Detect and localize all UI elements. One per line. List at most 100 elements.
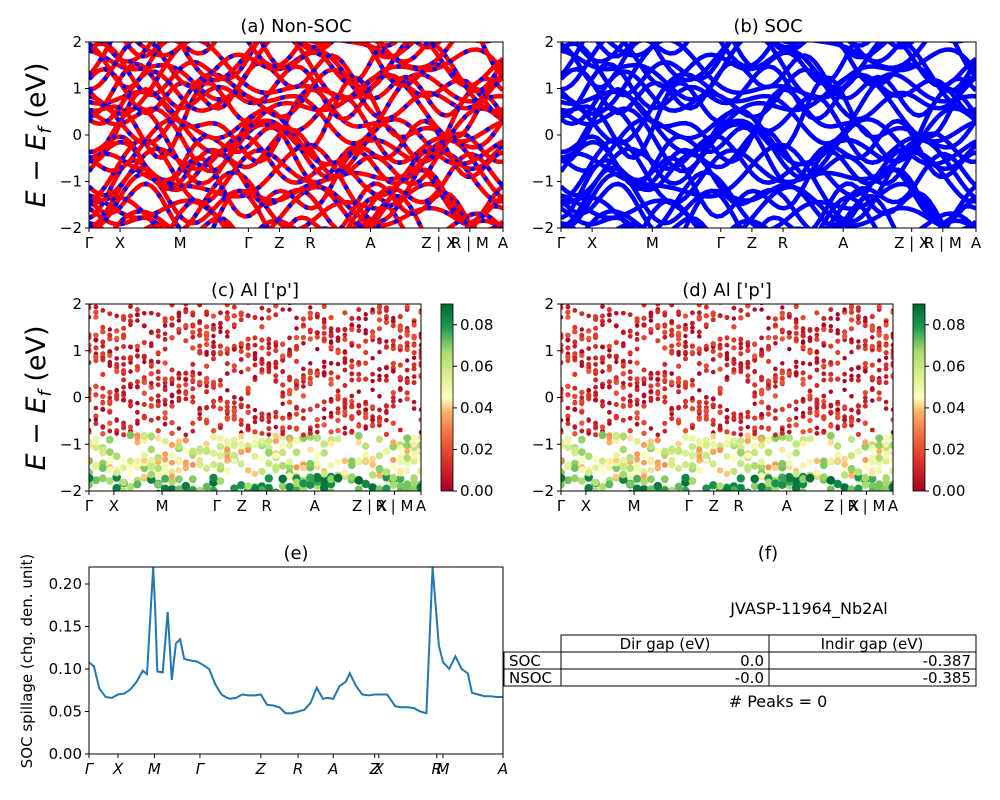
band-point bbox=[626, 464, 634, 473]
band-point bbox=[561, 456, 564, 463]
band-point bbox=[876, 340, 882, 346]
band-point bbox=[148, 310, 154, 316]
band-point bbox=[793, 399, 799, 405]
band-point bbox=[230, 436, 238, 444]
band-point bbox=[107, 277, 112, 282]
band-point bbox=[647, 442, 655, 451]
band-point bbox=[696, 361, 702, 367]
band-point bbox=[779, 446, 786, 453]
band-point bbox=[279, 442, 287, 450]
band-point bbox=[113, 538, 121, 546]
band-point bbox=[634, 387, 640, 393]
band-point bbox=[849, 367, 854, 372]
band-point bbox=[383, 314, 389, 319]
band-point bbox=[327, 488, 335, 491]
band-point bbox=[565, 392, 571, 398]
band-point bbox=[759, 347, 764, 352]
band-point bbox=[306, 480, 315, 489]
band-point bbox=[322, 273, 327, 278]
band-point bbox=[328, 396, 334, 402]
band-point bbox=[565, 338, 571, 343]
band-point bbox=[259, 431, 265, 436]
band-point bbox=[342, 310, 348, 316]
band-point bbox=[197, 327, 203, 333]
band-point bbox=[115, 274, 119, 278]
band-point bbox=[565, 285, 570, 290]
band-point bbox=[586, 356, 591, 361]
band-point bbox=[237, 460, 245, 468]
band-point bbox=[363, 312, 368, 317]
band-point bbox=[752, 425, 758, 431]
band-point bbox=[390, 395, 396, 400]
xtick-label: Z | X bbox=[352, 497, 387, 515]
band-point bbox=[641, 276, 646, 281]
band-point bbox=[93, 354, 99, 360]
band-point bbox=[313, 459, 321, 467]
band-point bbox=[667, 496, 676, 505]
band-point bbox=[126, 483, 135, 491]
band-point bbox=[565, 354, 571, 360]
band-point bbox=[307, 310, 313, 316]
band-point bbox=[342, 430, 348, 436]
band-point bbox=[162, 402, 168, 407]
band-point bbox=[384, 408, 389, 414]
band-point bbox=[703, 313, 709, 319]
band-point bbox=[835, 338, 841, 344]
band-point bbox=[738, 415, 744, 421]
band-point bbox=[403, 454, 412, 462]
band-point bbox=[648, 389, 654, 394]
band-point bbox=[341, 526, 349, 534]
band-point bbox=[605, 506, 613, 514]
band-point bbox=[128, 360, 133, 365]
band-point bbox=[238, 402, 244, 408]
band-point bbox=[870, 291, 875, 296]
band-point bbox=[883, 335, 889, 341]
band-point bbox=[736, 448, 745, 457]
band-point bbox=[814, 367, 820, 373]
band-point bbox=[328, 370, 334, 376]
band-point bbox=[100, 308, 106, 313]
band-point bbox=[342, 383, 348, 388]
band-point bbox=[384, 268, 389, 273]
band-point bbox=[758, 493, 766, 501]
band-point bbox=[190, 399, 196, 405]
band-point bbox=[717, 313, 723, 319]
band-line-overlay bbox=[89, 106, 503, 173]
band-point bbox=[231, 407, 237, 413]
band-point bbox=[863, 276, 868, 281]
band-point bbox=[286, 441, 294, 449]
band-point bbox=[841, 455, 848, 462]
band-point bbox=[662, 369, 668, 375]
band-point bbox=[669, 299, 674, 304]
band-point bbox=[593, 423, 598, 429]
band-point bbox=[128, 304, 133, 309]
band-point bbox=[135, 318, 140, 323]
band-point bbox=[814, 286, 819, 291]
panel-c-colorbar bbox=[440, 303, 454, 492]
band-point bbox=[128, 344, 133, 350]
panel-e-ylabel: SOC spillage (chg. den. unit) bbox=[18, 554, 36, 769]
band-point bbox=[204, 324, 210, 330]
band-point bbox=[349, 363, 355, 369]
band-point bbox=[605, 536, 613, 544]
band-point bbox=[799, 511, 807, 519]
band-point bbox=[259, 417, 265, 422]
band-point bbox=[334, 506, 343, 515]
band-point bbox=[404, 448, 411, 455]
band-point bbox=[814, 383, 820, 388]
band-point bbox=[696, 314, 702, 320]
band-point bbox=[883, 406, 889, 411]
band-point bbox=[869, 313, 875, 320]
band-point bbox=[390, 399, 396, 404]
band-point bbox=[397, 427, 403, 433]
band-point bbox=[391, 368, 396, 373]
band-point bbox=[301, 341, 306, 346]
band-point bbox=[342, 425, 348, 431]
band-point bbox=[196, 461, 204, 469]
band-point bbox=[681, 473, 690, 483]
band-point bbox=[107, 311, 113, 317]
panel-e: (e) 0.000.050.100.150.20 Γ X M Γ Z R A ZX RM A SO… bbox=[18, 543, 508, 778]
band-point bbox=[626, 472, 634, 480]
band-point bbox=[300, 415, 306, 421]
band-point bbox=[337, 304, 339, 305]
